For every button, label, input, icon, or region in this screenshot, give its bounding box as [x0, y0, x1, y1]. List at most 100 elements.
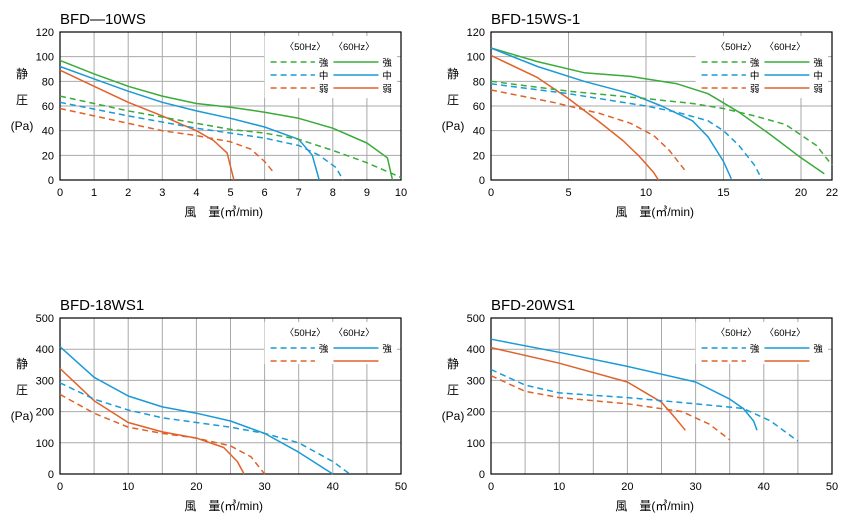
y-axis-label: 圧 [447, 383, 459, 397]
x-axis-label: 風 量(㎥/min) [184, 205, 263, 219]
x-tick-label: 40 [327, 481, 339, 493]
legend-label-50hz: 強 [750, 343, 760, 355]
x-tick-label: 30 [689, 481, 701, 493]
legend-label-50hz: 弱 [319, 84, 329, 95]
y-tick-label: 60 [473, 101, 485, 113]
x-tick-label: 20 [621, 481, 633, 493]
series-line-60Hz-orange [59, 69, 235, 181]
legend-label-60hz: 中 [813, 70, 823, 82]
legend-label-50hz: 中 [319, 70, 329, 82]
legend-header-50hz: 〈50Hz〉 [285, 328, 326, 339]
legend-box [264, 322, 397, 364]
x-tick-label: 20 [795, 187, 807, 199]
y-tick-label: 40 [473, 126, 485, 138]
x-tick-label: 5 [565, 187, 571, 199]
y-tick-label: 500 [36, 313, 54, 325]
y-axis-label: 圧 [16, 383, 28, 397]
x-tick-label: 5 [227, 187, 233, 199]
y-tick-label: 100 [36, 52, 54, 64]
y-tick-label: 100 [467, 52, 485, 64]
x-tick-label: 9 [364, 187, 370, 199]
plot-frame [490, 31, 833, 181]
y-axis-label: 静 [447, 67, 459, 81]
x-tick-label: 10 [640, 187, 652, 199]
y-tick-label: 0 [479, 175, 485, 187]
x-tick-label: 7 [296, 187, 302, 199]
x-tick-label: 2 [125, 187, 131, 199]
y-axis-label: (Pa) [442, 119, 465, 133]
chart-title: BFD-15WS-1 [491, 11, 580, 28]
chart-title: BFD—10WS [60, 11, 146, 28]
legend-header-60hz: 〈60Hz〉 [764, 328, 805, 339]
series-line-60Hz-orange [490, 346, 686, 431]
legend-label-60hz: 強 [813, 343, 823, 355]
x-axis-label: 風 量(㎥/min) [615, 205, 694, 219]
legend-label-60hz: 強 [382, 343, 392, 355]
y-tick-label: 0 [48, 469, 54, 481]
series-line-50Hz-green [59, 95, 402, 179]
series-line-50Hz-blue [490, 368, 799, 442]
legend-header-60hz: 〈60Hz〉 [333, 42, 374, 53]
chart-title: BFD-20WS1 [491, 297, 575, 314]
y-tick-label: 0 [479, 469, 485, 481]
series-line-60Hz-blue [59, 65, 320, 181]
x-tick-label: 0 [488, 187, 494, 199]
series-line-60Hz-blue [490, 338, 758, 431]
y-tick-label: 20 [473, 150, 485, 162]
y-axis-label: 静 [16, 67, 28, 81]
x-tick-label: 6 [262, 187, 268, 199]
x-tick-label: 10 [122, 481, 134, 493]
series-line-50Hz-blue [490, 83, 763, 181]
x-tick-label: 30 [258, 481, 270, 493]
plot-frame [59, 317, 402, 475]
legend-header-50hz: 〈50Hz〉 [716, 42, 757, 53]
y-tick-label: 500 [467, 313, 485, 325]
series-line-50Hz-blue [59, 382, 351, 475]
y-tick-label: 400 [467, 344, 485, 356]
x-tick-label: 10 [553, 481, 565, 493]
y-axis-label: 圧 [16, 93, 28, 107]
plot-frame [490, 317, 833, 475]
x-tick-label: 4 [193, 187, 199, 199]
series-line-50Hz-orange [490, 375, 731, 441]
x-tick-label: 40 [758, 481, 770, 493]
legend-label-60hz: 中 [382, 70, 392, 82]
x-tick-label: 22 [826, 187, 838, 199]
legend-label-60hz: 強 [813, 57, 823, 69]
y-axis-label: 圧 [447, 93, 459, 107]
legend-box [695, 322, 828, 364]
legend-label-60hz: 弱 [382, 84, 392, 95]
y-axis-label: 静 [16, 357, 28, 371]
y-tick-label: 0 [48, 175, 54, 187]
series-line-50Hz-orange [490, 89, 686, 171]
y-axis-label: 静 [447, 357, 459, 371]
y-tick-label: 300 [467, 375, 485, 387]
legend-header-60hz: 〈60Hz〉 [764, 42, 805, 53]
y-tick-label: 120 [36, 27, 54, 39]
y-tick-label: 100 [36, 438, 54, 450]
chart-title: BFD-18WS1 [60, 297, 144, 314]
legend-header-50hz: 〈50Hz〉 [285, 42, 326, 53]
legend-label-50hz: 弱 [750, 84, 760, 95]
y-tick-label: 400 [36, 344, 54, 356]
y-tick-label: 20 [42, 150, 54, 162]
y-tick-label: 120 [467, 27, 485, 39]
series-line-50Hz-blue [59, 101, 344, 181]
chart-panel-2: BFD-15WS-1 0 5 10 15 20 22 0 20 40 60 80 100 120 静圧 (Pa… [442, 11, 838, 219]
y-axis-label: (Pa) [11, 409, 34, 423]
x-tick-label: 3 [159, 187, 165, 199]
y-axis-label: (Pa) [11, 119, 34, 133]
series-line-50Hz-green [490, 80, 833, 166]
legend-label-50hz: 強 [319, 343, 329, 355]
x-tick-label: 50 [826, 481, 838, 493]
x-axis-label: 風 量(㎥/min) [184, 499, 263, 513]
legend-label-50hz: 中 [750, 70, 760, 82]
y-tick-label: 200 [36, 407, 54, 419]
legend-label-50hz: 強 [319, 57, 329, 69]
y-tick-label: 300 [36, 375, 54, 387]
x-tick-label: 8 [330, 187, 336, 199]
y-tick-label: 40 [42, 126, 54, 138]
